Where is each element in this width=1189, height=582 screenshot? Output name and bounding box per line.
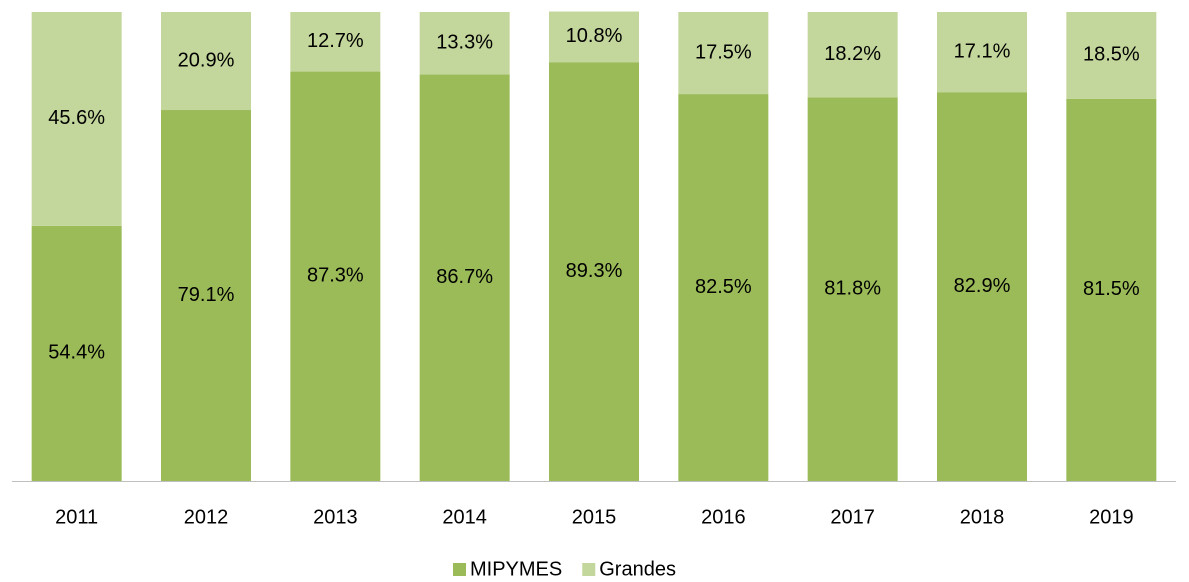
legend-swatch	[582, 563, 596, 576]
data-label: 81.8%	[824, 277, 881, 299]
x-tick-label: 2013	[313, 506, 358, 528]
data-label: 45.6%	[48, 107, 105, 129]
legend-label: MIPYMES	[470, 558, 562, 580]
data-label: 86.7%	[436, 266, 493, 288]
x-tick-label: 2016	[701, 506, 746, 528]
data-label: 10.8%	[566, 25, 623, 47]
bar-segment	[161, 12, 251, 111]
bar-segment	[549, 62, 639, 482]
data-label: 12.7%	[307, 30, 364, 52]
bar-segment	[290, 12, 381, 72]
bar-segment	[31, 225, 122, 481]
bar-segment	[678, 94, 769, 481]
data-label: 87.3%	[307, 265, 364, 287]
x-tick-label: 2011	[55, 506, 98, 528]
data-label: 82.5%	[695, 276, 752, 298]
bar-segment	[937, 92, 1027, 481]
bar-segment	[31, 12, 122, 226]
bar-segment	[290, 71, 381, 482]
data-label: 89.3%	[566, 260, 623, 282]
data-label: 18.2%	[824, 43, 881, 65]
x-tick-label: 2014	[442, 506, 487, 528]
bar-segment	[807, 12, 898, 98]
data-label: 54.4%	[48, 342, 105, 364]
data-label: 17.1%	[954, 40, 1011, 62]
bar-segment	[937, 12, 1027, 93]
x-tick-label: 2015	[572, 506, 617, 528]
bar-segment	[419, 74, 510, 481]
bar-segment	[1066, 98, 1157, 481]
bar-segment	[161, 110, 251, 482]
bar-segment	[678, 12, 769, 95]
data-label: 81.5%	[1083, 278, 1140, 300]
bar-segment	[549, 11, 639, 63]
legend-swatch	[453, 563, 466, 576]
data-label: 79.1%	[178, 284, 235, 306]
x-tick-label: 2018	[960, 506, 1005, 528]
data-label: 20.9%	[178, 49, 235, 71]
data-label: 13.3%	[436, 31, 493, 53]
data-label: 17.5%	[695, 41, 752, 63]
data-label: 18.5%	[1083, 44, 1140, 66]
data-label: 82.9%	[954, 275, 1011, 297]
x-tick-label: 2017	[830, 506, 875, 528]
bar-segment	[419, 12, 510, 75]
bar-segment	[1066, 12, 1157, 99]
legend-label: Grandes	[599, 558, 676, 580]
x-tick-label: 2012	[184, 506, 229, 528]
bar-segment	[807, 97, 898, 481]
x-tick-label: 2019	[1089, 506, 1134, 528]
